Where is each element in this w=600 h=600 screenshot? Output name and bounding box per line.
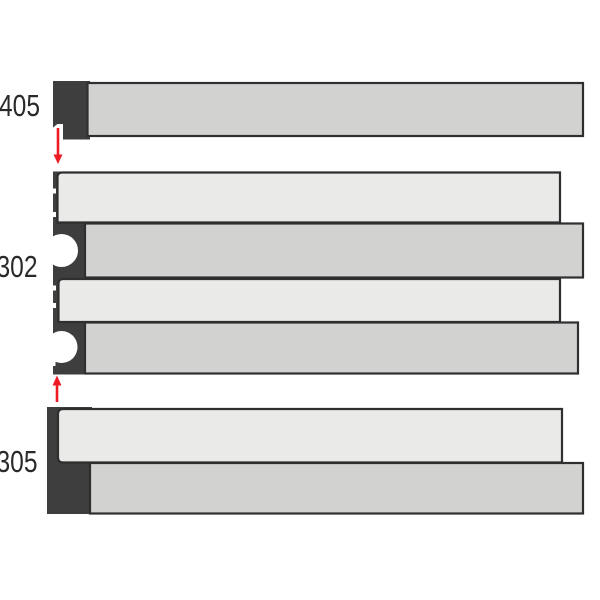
panel-302-bar-3	[57, 277, 562, 324]
panel-305-bar-2	[88, 461, 585, 515]
label-305: 305	[0, 444, 38, 479]
arrow-down-head	[53, 154, 63, 164]
spine-edge-tick-3	[51, 285, 56, 291]
spine-edge-tick-1	[51, 188, 56, 194]
panel-302-bar-4	[83, 321, 580, 375]
panel-302-bar-2	[83, 222, 585, 279]
panel-405-spine	[53, 81, 90, 140]
spine-edge-tick-2	[51, 212, 56, 217]
panel-302-bar-1	[56, 171, 562, 224]
label-405: 405	[0, 88, 40, 123]
panel-305-bar-1	[56, 407, 564, 464]
panel-405-bar	[86, 81, 585, 138]
spine-bottom-step-notch	[43, 356, 56, 366]
spine-groove-notch-1	[45, 234, 78, 267]
arrow-up-head	[52, 375, 62, 386]
spine-edge-tick-4	[51, 303, 56, 308]
label-302: 302	[0, 249, 38, 284]
arrow-up-icon	[52, 375, 62, 402]
arrow-down-icon	[53, 128, 63, 164]
spine-groove-notch-2	[45, 331, 78, 363]
